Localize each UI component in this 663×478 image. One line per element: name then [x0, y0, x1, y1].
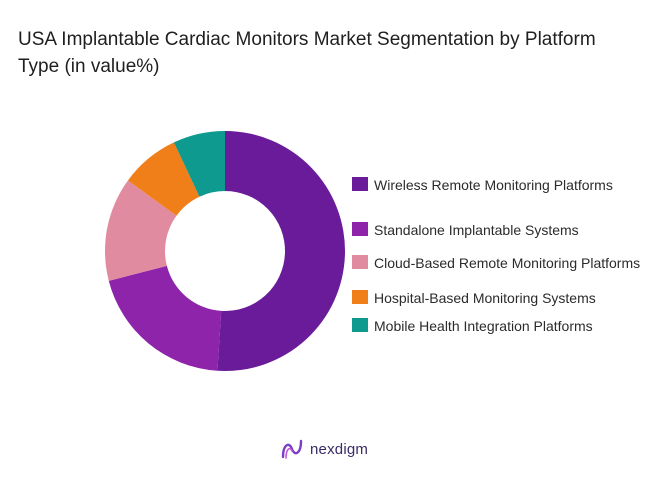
legend-label: Hospital-Based Monitoring Systems: [374, 290, 596, 306]
chart-title: USA Implantable Cardiac Monitors Market …: [18, 29, 596, 77]
donut-slice-standalone-implantable-systems: [108, 265, 222, 371]
donut-slice-cloud-based-remote-monitoring-platforms: [105, 180, 177, 281]
donut-slice-hospital-based-monitoring-systems: [127, 142, 200, 216]
legend-label: Mobile Health Integration Platforms: [374, 318, 593, 334]
brand-logo: nexdigm: [280, 436, 368, 462]
legend-swatch: [352, 177, 368, 191]
legend-swatch: [352, 222, 368, 236]
legend-swatch: [352, 290, 368, 304]
donut-slice-wireless-remote-monitoring-platforms: [217, 131, 345, 371]
brand-name: nexdigm: [310, 440, 369, 458]
legend-label: Standalone Implantable Systems: [374, 222, 579, 238]
legend-label: Wireless Remote Monitoring Platforms: [374, 177, 613, 193]
legend-swatch: [352, 318, 368, 332]
legend-label: Cloud-Based Remote Monitoring Platforms: [374, 255, 641, 271]
nexdigm-logo-icon: [281, 439, 303, 459]
donut-slice-mobile-health-integration-platforms: [173, 131, 225, 197]
legend-swatch: [352, 255, 368, 269]
